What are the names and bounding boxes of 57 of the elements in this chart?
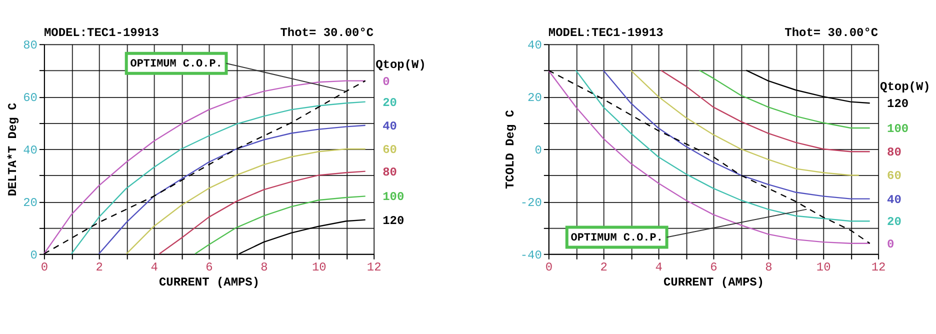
chart-subtitle: Thot= 30.00°C <box>784 26 878 40</box>
series-label: 20 <box>382 96 397 110</box>
x-tick-label: 0 <box>545 260 553 274</box>
legend-title: Qtop(W) <box>880 80 930 94</box>
y-tick-label: -40 <box>520 248 542 262</box>
line-series <box>602 70 870 200</box>
y-tick-label: 80 <box>23 38 38 53</box>
line-series <box>660 70 870 152</box>
x-axis-title: CURRENT (AMPS) <box>158 275 260 290</box>
series-label: 40 <box>887 192 902 207</box>
y-tick-label: 40 <box>23 143 38 158</box>
x-axis-title: CURRENT (AMPS) <box>663 275 764 290</box>
x-tick-label: 2 <box>600 260 608 274</box>
x-tick-label: 12 <box>366 260 382 274</box>
y-axis-title: TCOLD Deg C <box>503 110 518 190</box>
chart-title: MODEL:TEC1-19913 <box>548 26 664 40</box>
x-tick-label: 0 <box>40 260 48 274</box>
line-series <box>698 70 870 129</box>
series-label: 0 <box>887 237 894 252</box>
x-tick-label: 10 <box>816 260 831 274</box>
legend-title: Qtop(W) <box>376 58 426 72</box>
y-tick-label: 60 <box>23 91 38 106</box>
x-tick-label: 6 <box>710 260 718 274</box>
text: 60 <box>887 169 902 184</box>
series-label: 60 <box>382 142 397 157</box>
series-label: 80 <box>887 146 902 160</box>
x-tick-label: 10 <box>312 260 326 274</box>
series-label: 40 <box>382 119 397 134</box>
series-label: 120 <box>887 97 909 112</box>
annotation: OPTIMUM C.O.P. <box>130 58 222 70</box>
x-tick-label: 6 <box>206 260 213 274</box>
x-tick-label: 4 <box>150 260 158 274</box>
line-series <box>630 70 860 176</box>
y-tick-label: 40 <box>528 38 542 53</box>
x-tick-label: 8 <box>260 260 268 274</box>
line-series <box>575 70 870 222</box>
series-label: 20 <box>887 215 902 230</box>
y-tick-label: 20 <box>528 91 542 106</box>
x-tick-label: 2 <box>96 260 103 274</box>
line-series <box>98 124 366 254</box>
series-label: 100 <box>382 190 404 204</box>
x-tick-label: 8 <box>765 260 772 274</box>
x-tick-label: 4 <box>655 260 662 274</box>
series-label: 120 <box>382 214 404 228</box>
series-label: 80 <box>382 165 397 180</box>
y-tick-label: 20 <box>23 196 38 210</box>
annotation: OPTIMUM C.O.P. <box>570 232 663 244</box>
y-tick-label: -20 <box>520 196 542 210</box>
series-label: 100 <box>887 122 909 136</box>
series-label: 0 <box>382 74 390 89</box>
chart-title: MODEL:TEC1-19913 <box>44 26 159 40</box>
chart-subtitle: Thot= 30.00°C <box>280 26 374 40</box>
line-series <box>70 101 366 254</box>
y-tick-label: 0 <box>30 248 38 262</box>
x-tick-label: 12 <box>871 260 886 274</box>
y-tick-label: 0 <box>534 143 542 158</box>
y-axis-title: DELTA*T Deg C <box>6 102 20 196</box>
